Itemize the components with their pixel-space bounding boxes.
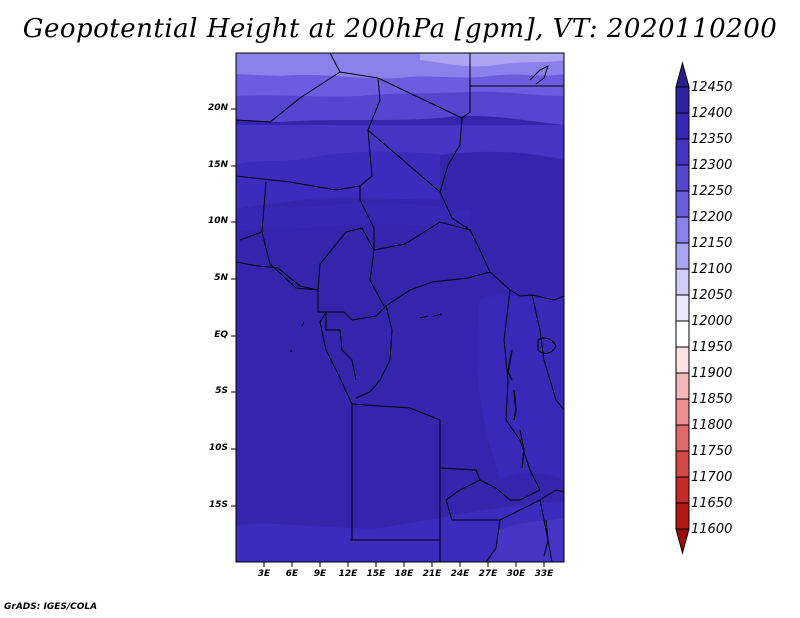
colorbar-label-12450: 12450 [691,80,733,95]
colorbar-bottom-arrow [675,528,690,555]
lat-label-15s: 15S [208,500,228,510]
colorbar-box [675,268,690,296]
colorbar-label-11700: 11700 [691,470,733,485]
chart-title: Geopotential Height at 200hPa [gpm], VT:… [22,14,778,44]
colorbar-label-12350: 12350 [691,132,733,147]
colorbar-box [675,398,690,426]
colorbar-box [675,86,690,114]
colorbar-label-11900: 11900 [691,366,733,381]
lat-label-5s: 5S [215,386,228,396]
colorbar-label-12000: 12000 [691,314,733,329]
colorbar-label-12200: 12200 [691,210,733,225]
colorbar-box [675,424,690,452]
map-ticks [231,108,545,567]
colorbar [675,61,690,555]
colorbar-box [675,320,690,348]
lon-label-18e: 18E [394,569,414,579]
lat-label-eq: EQ [214,330,228,340]
lon-label-6e: 6E [285,569,299,579]
lon-label-27e: 27E [478,569,498,579]
colorbar-box [675,112,690,140]
lon-label-9e: 9E [313,569,327,579]
lat-label-10n: 10N [207,216,228,226]
lon-label-12e: 12E [338,569,358,579]
height-field [236,53,564,562]
lat-label-5n: 5N [214,273,228,283]
colorbar-box [675,372,690,400]
colorbar-label-12100: 12100 [691,262,733,277]
colorbar-label-11850: 11850 [691,392,733,407]
field-band-12100 [420,53,564,67]
colorbar-label-12400: 12400 [691,106,733,121]
colorbar-label-12300: 12300 [691,158,733,173]
lat-label-15n: 15N [207,160,228,170]
lon-label-3e: 3E [257,569,271,579]
lat-label-20n: 20N [207,103,228,113]
map-frame [235,52,565,563]
colorbar-label-12150: 12150 [691,236,733,251]
colorbar-label-11750: 11750 [691,444,733,459]
field-band-12330 [236,151,440,210]
colorbar-box [675,502,690,530]
country-borders [236,53,564,562]
colorbar-box [675,164,690,192]
lon-label-21e: 21E [422,569,442,579]
colorbar-box [675,294,690,322]
field-band-12300 [236,125,564,165]
colorbar-label-11600: 11600 [691,522,733,537]
colorbar-box [675,242,690,270]
lon-label-15e: 15E [366,569,386,579]
colorbar-box [675,476,690,504]
lon-label-30e: 30E [506,569,526,579]
colorbar-label-12050: 12050 [691,288,733,303]
lon-label-24e: 24E [450,569,470,579]
field-band-south [236,500,564,562]
lat-label-10s: 10S [208,443,228,453]
field-band-east [477,295,564,480]
colorbar-top-arrow [675,61,690,88]
colorbar-box [675,216,690,244]
field-band-12350 [236,202,470,232]
lon-label-33e: 33E [534,569,554,579]
credit-text: GrADS: IGES/COLA [4,602,98,612]
colorbar-box [675,138,690,166]
colorbar-label-11650: 11650 [691,496,733,511]
colorbar-box [675,450,690,478]
colorbar-box [675,190,690,218]
colorbar-label-11800: 11800 [691,418,733,433]
colorbar-label-12250: 12250 [691,184,733,199]
colorbar-box [675,346,690,374]
colorbar-label-11950: 11950 [691,340,733,355]
